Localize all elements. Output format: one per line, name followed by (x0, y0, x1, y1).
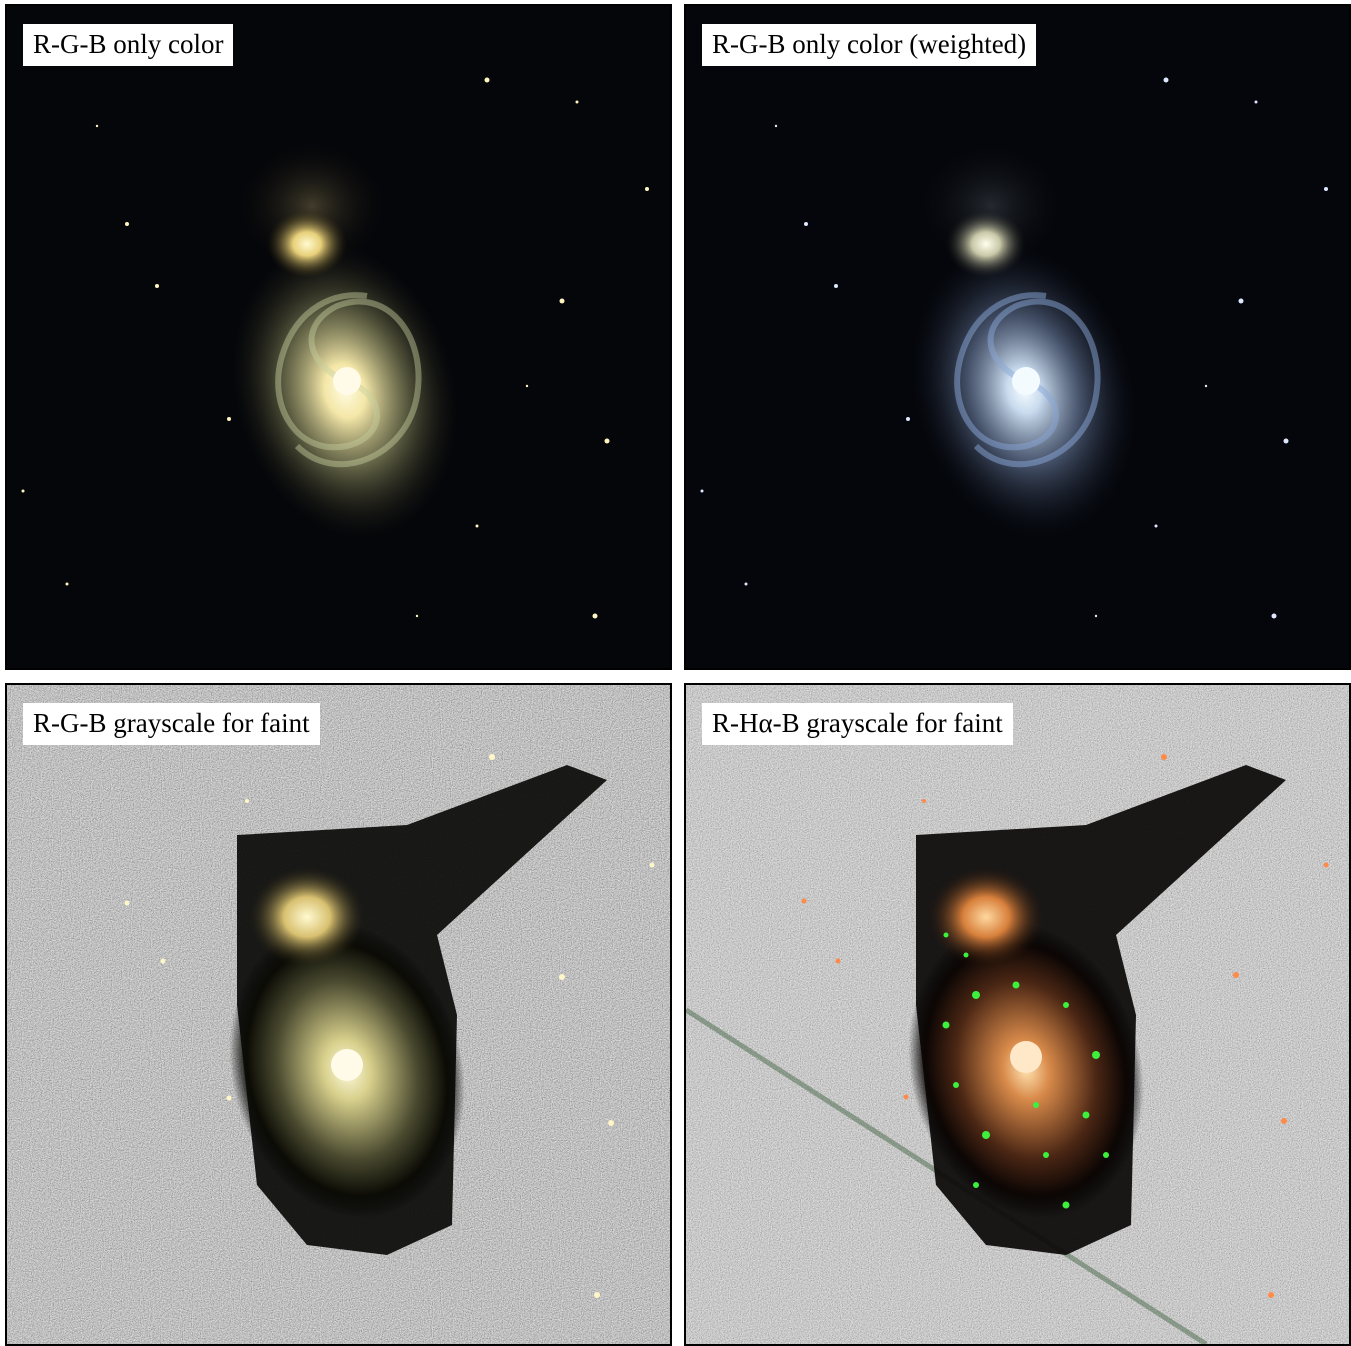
image-panel-rgb-color: R-G-B only color (5, 4, 672, 670)
panel-label: R-Hα-B grayscale for faint (702, 703, 1013, 745)
galaxy-image (686, 685, 1349, 1344)
panel-label: R-G-B grayscale for faint (23, 703, 320, 745)
panel-label: R-G-B only color (weighted) (702, 24, 1036, 66)
galaxy-image (7, 6, 670, 668)
image-panel-rgb-grayscale: R-G-B grayscale for faint (5, 683, 672, 1346)
image-panel-rgb-weighted: R-G-B only color (weighted) (684, 4, 1351, 670)
image-panel-rha-grayscale: R-Hα-B grayscale for faint (684, 683, 1351, 1346)
galaxy-image (686, 6, 1349, 668)
galaxy-image (7, 685, 670, 1344)
panel-label: R-G-B only color (23, 24, 233, 66)
